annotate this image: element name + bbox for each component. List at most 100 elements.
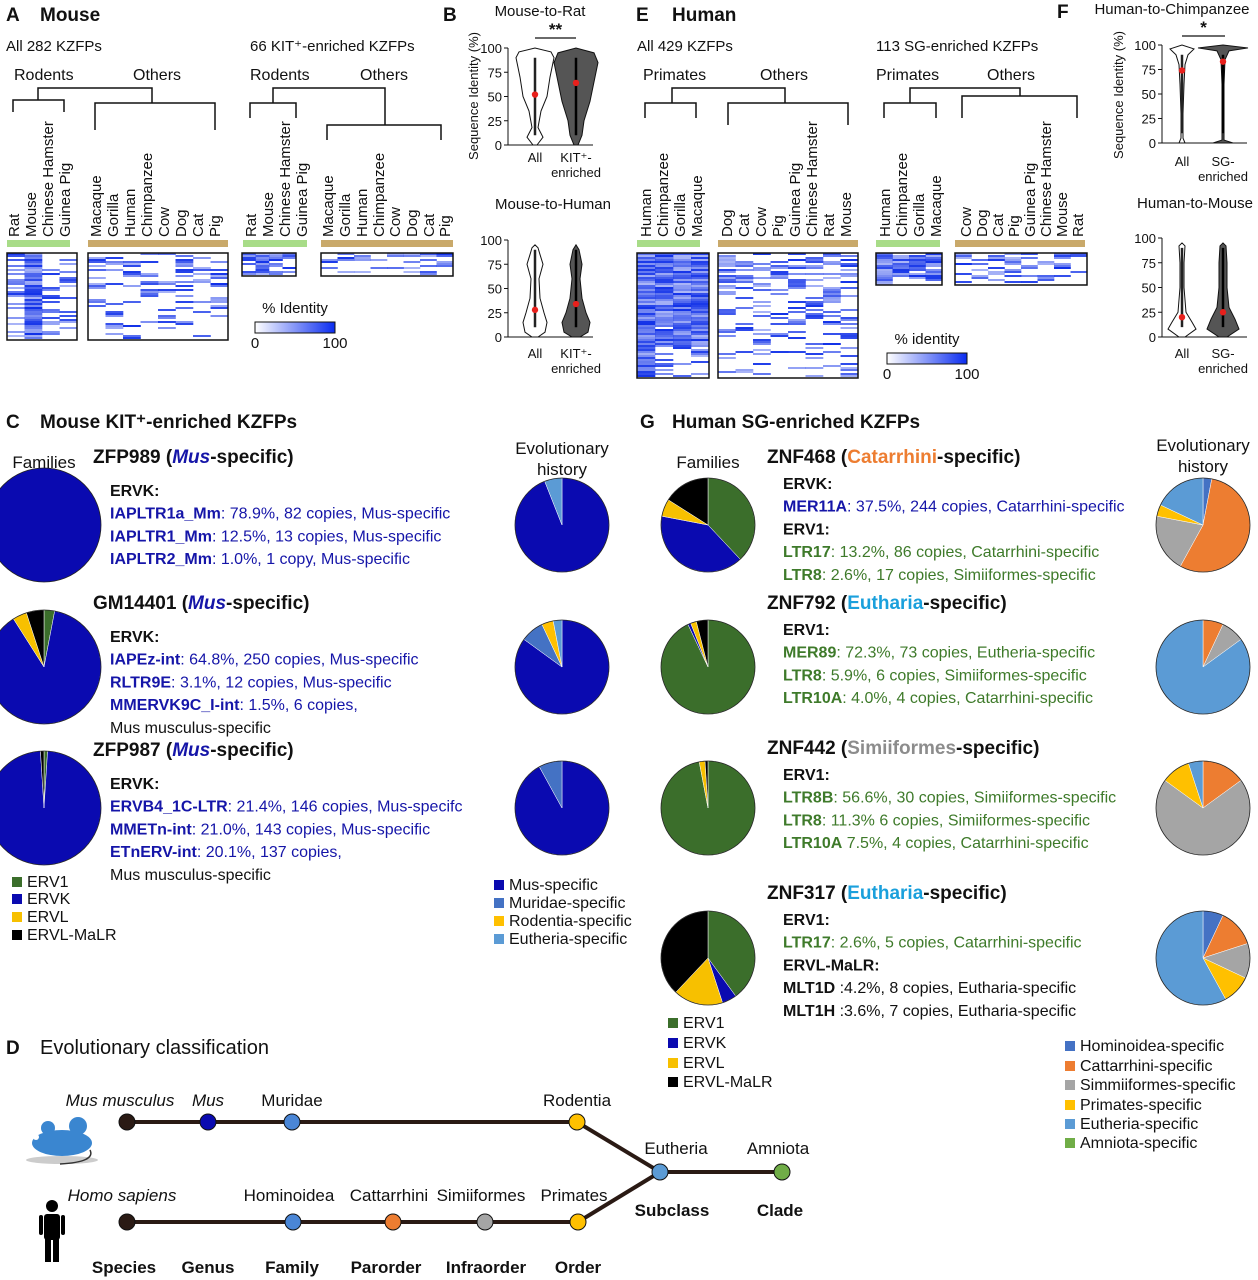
chart-title: Mouse-to-Human <box>495 196 611 213</box>
te-detail: : 2.6%, 5 copies, Catarrhini-specific <box>831 935 1082 952</box>
heatmap-cell <box>655 305 674 307</box>
heatmap-cell <box>925 273 943 275</box>
heatmap-cell <box>735 265 754 267</box>
heatmap-cell <box>805 259 824 261</box>
te-line: IAPLTR1_Mm: 12.5%, 13 copies, Mus-specif… <box>110 528 441 545</box>
heatmap-cell <box>691 321 710 323</box>
legend-label: ERVL-MaLR <box>27 927 117 944</box>
heatmap-cell <box>637 371 656 373</box>
pie-outline <box>660 619 756 715</box>
heatmap-cell <box>59 271 78 273</box>
heatmap-cell <box>840 273 859 275</box>
heatmap-cell <box>1021 265 1038 267</box>
heatmap-cell <box>788 273 806 275</box>
heatmap-cell <box>840 263 859 265</box>
heatmap-cell <box>840 373 859 375</box>
panel-letter: B <box>443 5 457 26</box>
heatmap-cell <box>175 275 194 277</box>
human-icon <box>39 1200 65 1262</box>
species-name: Mus musculus <box>66 1091 175 1110</box>
heatmap-cell <box>210 277 229 279</box>
heatmap-cell <box>691 361 710 363</box>
heatmap-cell <box>24 295 43 297</box>
heatmap-cell <box>788 367 806 369</box>
heatmap-cell <box>282 255 297 257</box>
heatmap-cell <box>1021 275 1038 277</box>
heatmap-cell <box>971 277 989 279</box>
heatmap-cell <box>753 339 771 341</box>
heatmap-cell <box>735 269 754 271</box>
heatmap-cell <box>655 299 674 301</box>
gene-heading: ZFP989 (Mus-specific) <box>93 447 294 468</box>
heatmap-cell <box>242 255 256 257</box>
gene-heading: ZFP987 (Mus-specific) <box>93 740 294 761</box>
mean-dot <box>1219 58 1227 65</box>
heatmap-cell <box>876 257 893 259</box>
heatmap-cell <box>655 323 674 325</box>
te-name: LTR10A <box>783 690 843 707</box>
heatmap-cell <box>42 287 60 289</box>
te-line: LTR10A 7.5%, 4 copies, Catarrhini-specif… <box>783 835 1089 852</box>
heatmap-cell <box>88 283 106 285</box>
heatmap-cell <box>770 293 789 295</box>
chart-title: Human-to-Chimpanzee <box>1094 1 1249 18</box>
heatmap-cell <box>691 295 710 297</box>
heatmap-cell <box>210 283 229 285</box>
heatmap-cell <box>59 277 78 279</box>
heatmap-cell <box>673 319 692 321</box>
heatmap-cell <box>840 333 859 335</box>
heatmap-cell <box>892 263 910 265</box>
heatmap-cell <box>210 261 229 263</box>
heatmap-cell <box>158 327 176 329</box>
heatmap-cell <box>321 261 338 263</box>
heatmap-cell <box>735 371 754 373</box>
heatmap-cell <box>655 369 674 371</box>
legend-swatch <box>1065 1041 1075 1051</box>
species-label: Chinese Hamster <box>277 121 294 237</box>
heatmap-cell <box>269 253 283 255</box>
heatmap-cell <box>655 363 674 365</box>
group-label: Others <box>360 67 408 84</box>
heatmap-cell <box>925 271 943 273</box>
heatmap-cell <box>805 301 824 303</box>
heatmap-cell <box>823 293 841 295</box>
heatmap-cell <box>175 255 194 257</box>
heatmap-cell <box>840 259 859 261</box>
heatmap-cell <box>105 327 124 329</box>
heatmap-cell <box>637 339 656 341</box>
heatmap-cell <box>210 315 229 317</box>
heatmap-cell <box>770 317 789 319</box>
dendrogram <box>883 87 1078 118</box>
heatmap-cell <box>673 323 692 325</box>
heatmap-cell <box>24 303 43 305</box>
heatmap-cell <box>691 289 710 291</box>
heatmap-cell <box>655 339 674 341</box>
heatmap-cell <box>175 323 194 325</box>
heatmap-cell <box>24 315 43 317</box>
rank-label: Genus <box>182 1258 235 1277</box>
heatmap-cell <box>718 353 736 355</box>
heatmap-cell <box>105 325 124 327</box>
heatmap-cell <box>753 253 771 255</box>
heatmap-cell <box>88 257 106 259</box>
taxon-node <box>118 1213 136 1231</box>
legend-swatch <box>1065 1080 1075 1090</box>
heatmap-cell <box>673 285 692 287</box>
heatmap-cell <box>770 335 789 337</box>
heatmap-cell <box>673 275 692 277</box>
heatmap-cell <box>655 329 674 331</box>
heatmap-cell <box>637 355 656 357</box>
te-name: LTR17 <box>783 544 831 561</box>
heatmap-cell <box>892 271 910 273</box>
heatmap-cell <box>691 255 710 257</box>
heatmap-cell <box>988 267 1005 269</box>
heatmap-cell <box>892 257 910 259</box>
legend-swatch <box>1065 1138 1075 1148</box>
heatmap-cell <box>691 267 710 269</box>
families-label: Families <box>676 453 739 472</box>
heatmap-cell <box>718 263 736 265</box>
taxon-label: Mus <box>192 1091 225 1110</box>
legend-swatch <box>12 894 22 904</box>
gene-name: ZNF792 ( <box>767 593 848 614</box>
heatmap-cell <box>988 279 1005 281</box>
